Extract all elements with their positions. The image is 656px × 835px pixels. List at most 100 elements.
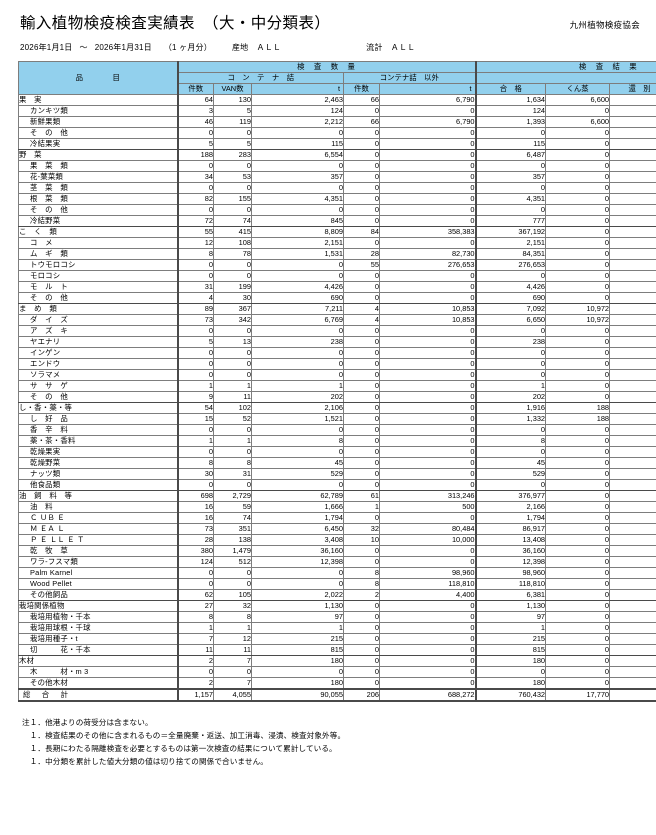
cell-fum: 0 [545, 215, 611, 227]
cell-van: 1,479 [213, 545, 252, 557]
cell-fum: 0 [545, 457, 611, 469]
cell-van: 53 [213, 171, 252, 183]
cell-ken2: 1 [343, 501, 380, 513]
header-item: 品 目 [18, 61, 178, 95]
cell-ken2: 0 [343, 369, 380, 381]
cell-ret: 0 [609, 644, 656, 656]
cell-fum: 6,600 [545, 94, 611, 106]
cell-ken: 9 [176, 391, 214, 403]
row-label: 栽培用植物・千本 [18, 611, 178, 623]
cell-ret: 0 [609, 567, 656, 579]
page-title: 輸入植物検疫検査実績表 （大・中分類表） [20, 15, 331, 32]
cell-t2: 82,730 [378, 248, 477, 260]
cell-t2: 0 [378, 369, 477, 381]
table-row: ヤエナリ51323800238000 [18, 336, 656, 348]
cell-ken: 0 [176, 347, 214, 359]
cell-ken: 0 [176, 358, 214, 370]
cell-van: 283 [213, 149, 252, 161]
cell-ret: 0 [609, 281, 656, 293]
cell-van: 12 [213, 633, 252, 645]
cell-ret: 0 [609, 347, 656, 359]
cell-ken2: 66 [343, 94, 380, 106]
cell-pass: 180 [474, 677, 547, 689]
cell-ret: 0 [609, 149, 656, 161]
cell-ken: 72 [176, 215, 214, 227]
cell-fum: 0 [545, 193, 611, 205]
cell-ret: 0 [609, 556, 656, 568]
row-label: 新鮮果類 [18, 116, 178, 128]
table-row: 乾燥野菜88450045000 [18, 457, 656, 469]
cell-ken: 7 [176, 633, 214, 645]
cell-ret: 0 [609, 446, 656, 458]
cell-ken2: 0 [343, 325, 380, 337]
cell-pass: 0 [474, 347, 547, 359]
cell-fum: 0 [545, 677, 611, 689]
cell-ken2: 0 [343, 512, 380, 524]
cell-t: 202 [251, 391, 344, 403]
cell-ken2: 0 [343, 105, 380, 117]
cell-t2: 0 [378, 446, 477, 458]
cell-ret: 0 [609, 226, 656, 238]
footnote-line: １．中分類を累計した値大分類の値は切り捨ての関係で合いません。 [22, 757, 268, 767]
header-result-fumigation: くん蒸 [545, 83, 611, 95]
cell-t: 1 [251, 380, 344, 392]
cell-pass: 367,192 [474, 226, 547, 238]
cell-van: 0 [213, 446, 252, 458]
cell-ken: 12 [176, 237, 214, 249]
table-row: 油 飼 料 等6982,72962,78961313,246376,977016… [18, 490, 656, 502]
cell-t: 0 [251, 567, 344, 579]
table-row: そ の 他000000000 [18, 204, 656, 216]
cell-ret: 0 [609, 325, 656, 337]
cell-t: 3,408 [251, 534, 344, 546]
cell-t: 0 [251, 369, 344, 381]
row-label: モ ル ト [18, 281, 178, 293]
cell-ken2: 0 [343, 666, 380, 678]
cell-van: 367 [213, 303, 252, 315]
table-row-total: 総 合 計 1,157 4,055 90,055 206 688,272 760,432 17… [18, 687, 656, 702]
cell-t2: 0 [378, 611, 477, 623]
cell-ken: 82 [176, 193, 214, 205]
header-row-2: コ ン テ ナ 詰 コンテナ詰 以外 t [19, 72, 656, 84]
cell-van: 0 [213, 127, 252, 139]
cell-t2: 0 [378, 556, 477, 568]
cell-pass: 118,810 [474, 578, 547, 590]
cell-fum: 0 [545, 248, 611, 260]
cell-t2: 0 [378, 402, 477, 414]
cell-fum: 0 [545, 600, 611, 612]
cell-ken: 0 [176, 424, 214, 436]
cell-ken2: 0 [343, 347, 380, 359]
cell-ken2: 206 [343, 687, 380, 702]
cell-van: 0 [213, 182, 252, 194]
cell-fum: 0 [545, 567, 611, 579]
cell-pass: 0 [474, 666, 547, 678]
cell-ken: 0 [176, 479, 214, 491]
cell-fum: 0 [545, 578, 611, 590]
cell-ken: 0 [176, 182, 214, 194]
cell-ret: 0 [609, 391, 656, 403]
cell-ret: 0 [609, 270, 656, 282]
cell-t: 0 [251, 666, 344, 678]
table-row: インゲン000000000 [18, 347, 656, 359]
cell-t2: 0 [378, 479, 477, 491]
cell-ken2: 32 [343, 523, 380, 535]
cell-van: 0 [213, 325, 252, 337]
cell-pass: 760,432 [474, 687, 547, 702]
cell-ken2: 0 [343, 633, 380, 645]
cell-fum: 0 [545, 237, 611, 249]
cell-t: 0 [251, 160, 344, 172]
cell-ken2: 0 [343, 160, 380, 172]
cell-ken: 124 [176, 556, 214, 568]
cell-van: 0 [213, 204, 252, 216]
cell-van: 0 [213, 270, 252, 282]
cell-t: 90,055 [251, 687, 344, 702]
cell-ken: 54 [176, 402, 214, 414]
cell-t: 215 [251, 633, 344, 645]
table-row: ア ズ キ000000000 [18, 325, 656, 337]
report-meta: 2026年1月1日 ～ 2026年1月31日 （1 ヶ月分） 産地 ＡＬＬ 流計… [0, 33, 656, 53]
cell-pass: 0 [474, 270, 547, 282]
cell-van: 0 [213, 567, 252, 579]
cell-t2: 6,790 [378, 116, 477, 128]
